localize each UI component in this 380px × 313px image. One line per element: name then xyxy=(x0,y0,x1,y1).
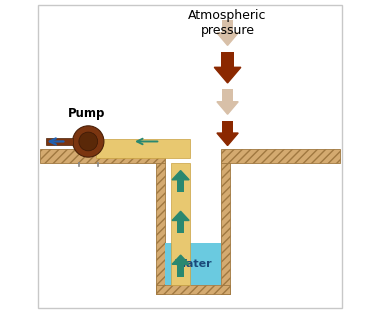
Polygon shape xyxy=(172,255,189,264)
Bar xyxy=(222,89,233,102)
Bar xyxy=(46,138,73,145)
Bar xyxy=(156,163,165,294)
Bar xyxy=(221,163,230,294)
Text: Atmospheric
pressure: Atmospheric pressure xyxy=(188,9,267,37)
Polygon shape xyxy=(214,67,241,83)
Text: Water: Water xyxy=(174,259,212,269)
Bar xyxy=(165,243,221,285)
Bar xyxy=(171,163,190,285)
Bar xyxy=(221,52,234,67)
Bar xyxy=(177,264,184,277)
Bar xyxy=(222,121,233,133)
Polygon shape xyxy=(172,171,189,180)
Bar xyxy=(221,149,340,163)
Polygon shape xyxy=(217,102,238,114)
Bar xyxy=(177,180,184,192)
Bar xyxy=(96,139,190,158)
Bar xyxy=(156,285,230,294)
Polygon shape xyxy=(217,133,238,146)
Circle shape xyxy=(79,132,98,151)
Bar xyxy=(222,20,233,33)
Text: Pump: Pump xyxy=(68,107,105,120)
Circle shape xyxy=(73,126,104,157)
Bar xyxy=(177,220,184,233)
Polygon shape xyxy=(172,211,189,220)
Polygon shape xyxy=(217,33,238,45)
Bar xyxy=(40,149,165,163)
